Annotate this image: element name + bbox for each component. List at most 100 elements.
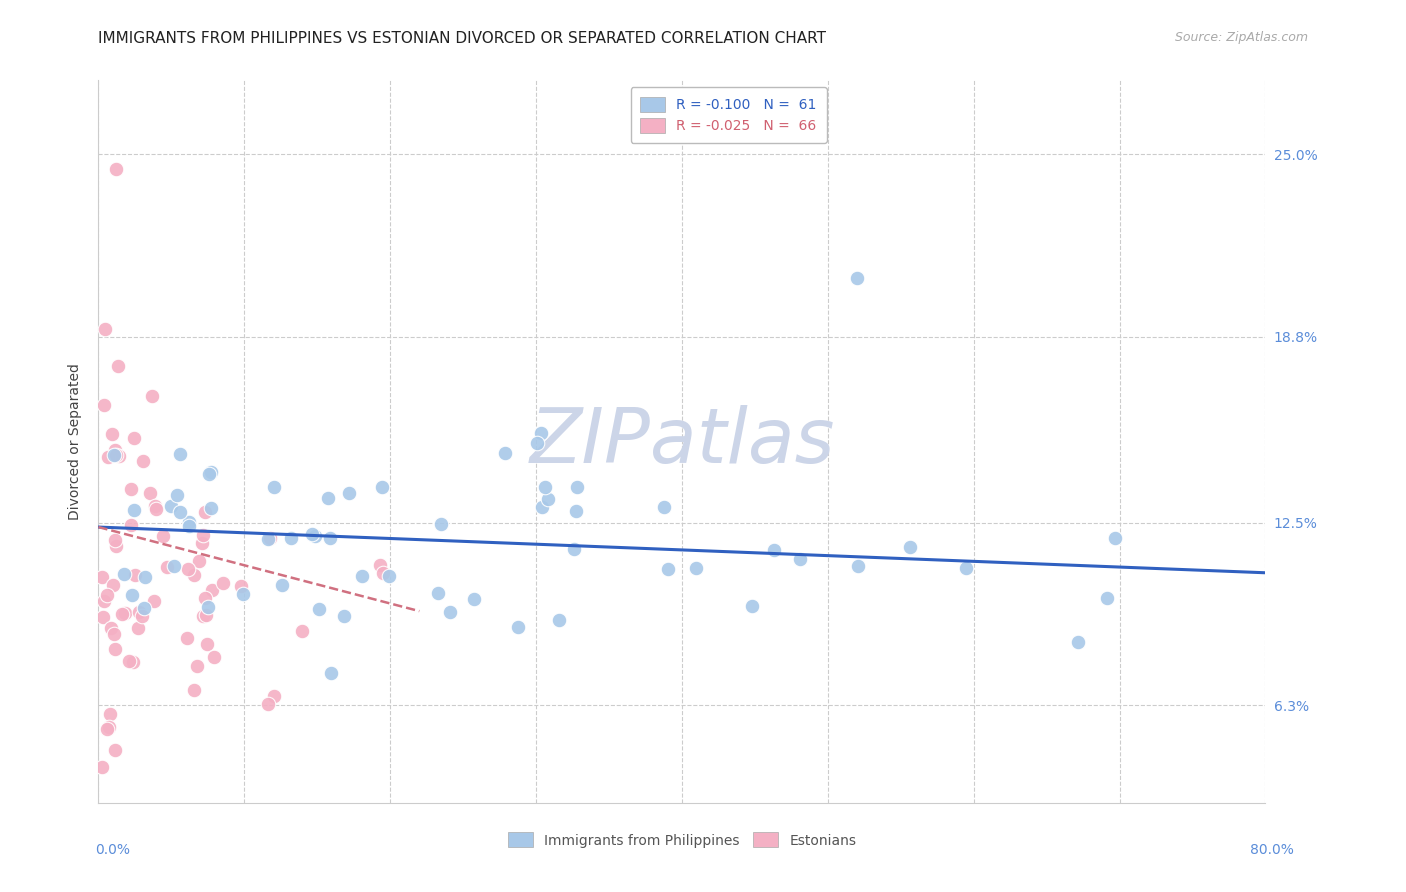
- Point: [319, 666, 342, 681]
- Point: [301, 527, 323, 541]
- Point: [93, 398, 115, 412]
- Point: [111, 607, 134, 621]
- Point: [762, 542, 785, 557]
- Point: [304, 529, 326, 543]
- Point: [657, 562, 679, 576]
- Point: [142, 593, 165, 607]
- Point: [163, 558, 186, 573]
- Text: ZIPatlas: ZIPatlas: [529, 405, 835, 478]
- Point: [846, 559, 869, 574]
- Text: 80.0%: 80.0%: [1250, 843, 1295, 857]
- Point: [193, 528, 215, 542]
- Point: [202, 649, 225, 664]
- Point: [177, 562, 200, 576]
- Point: [741, 599, 763, 613]
- Point: [166, 488, 188, 502]
- Point: [104, 161, 127, 176]
- Point: [211, 575, 233, 590]
- Point: [90, 760, 112, 774]
- Point: [318, 531, 340, 545]
- Point: [134, 570, 156, 584]
- Point: [104, 533, 127, 547]
- Point: [90, 570, 112, 584]
- Point: [97, 450, 120, 465]
- Point: [256, 532, 278, 546]
- Point: [257, 698, 280, 712]
- Point: [93, 594, 115, 608]
- Point: [846, 271, 869, 285]
- Point: [101, 427, 124, 442]
- Point: [160, 499, 183, 513]
- Point: [107, 449, 129, 463]
- Point: [169, 506, 191, 520]
- Text: Source: ZipAtlas.com: Source: ZipAtlas.com: [1174, 31, 1308, 45]
- Point: [118, 654, 141, 668]
- Point: [789, 552, 811, 566]
- Point: [197, 600, 219, 615]
- Point: [93, 322, 115, 336]
- Point: [259, 531, 281, 545]
- Point: [263, 480, 285, 494]
- Point: [263, 689, 285, 703]
- Point: [333, 609, 356, 624]
- Point: [337, 485, 360, 500]
- Point: [122, 503, 145, 517]
- Point: [229, 579, 252, 593]
- Point: [183, 568, 205, 582]
- Point: [1067, 635, 1090, 649]
- Point: [122, 655, 145, 669]
- Point: [183, 683, 205, 698]
- Point: [534, 479, 557, 493]
- Point: [439, 605, 461, 619]
- Point: [378, 569, 401, 583]
- Point: [100, 620, 122, 634]
- Point: [900, 540, 922, 554]
- Point: [494, 446, 516, 460]
- Point: [103, 448, 125, 462]
- Point: [101, 578, 124, 592]
- Point: [127, 621, 149, 635]
- Point: [131, 608, 153, 623]
- Point: [139, 486, 162, 500]
- Point: [200, 501, 222, 516]
- Point: [368, 558, 391, 573]
- Point: [1104, 531, 1126, 545]
- Point: [103, 442, 125, 457]
- Point: [194, 607, 217, 622]
- Point: [107, 359, 129, 374]
- Point: [191, 535, 214, 549]
- Point: [652, 500, 675, 515]
- Point: [104, 448, 127, 462]
- Point: [526, 435, 548, 450]
- Point: [562, 541, 585, 556]
- Point: [291, 624, 314, 639]
- Point: [685, 560, 707, 574]
- Point: [103, 627, 125, 641]
- Point: [145, 502, 167, 516]
- Point: [371, 479, 394, 493]
- Point: [193, 505, 215, 519]
- Point: [318, 491, 340, 505]
- Legend: Immigrants from Philippines, Estonians: Immigrants from Philippines, Estonians: [498, 822, 866, 857]
- Point: [373, 566, 395, 580]
- Point: [308, 602, 330, 616]
- Point: [430, 516, 453, 531]
- Point: [96, 588, 118, 602]
- Point: [122, 431, 145, 445]
- Point: [132, 600, 155, 615]
- Point: [565, 480, 588, 494]
- Point: [112, 567, 135, 582]
- Point: [194, 591, 217, 606]
- Point: [463, 592, 485, 607]
- Point: [427, 585, 450, 599]
- Point: [132, 454, 155, 468]
- Point: [179, 515, 201, 529]
- Point: [104, 742, 127, 756]
- Y-axis label: Divorced or Separated: Divorced or Separated: [69, 363, 83, 520]
- Point: [124, 568, 146, 582]
- Point: [200, 465, 222, 479]
- Point: [169, 447, 191, 461]
- Point: [565, 504, 588, 518]
- Point: [152, 528, 174, 542]
- Point: [200, 583, 222, 598]
